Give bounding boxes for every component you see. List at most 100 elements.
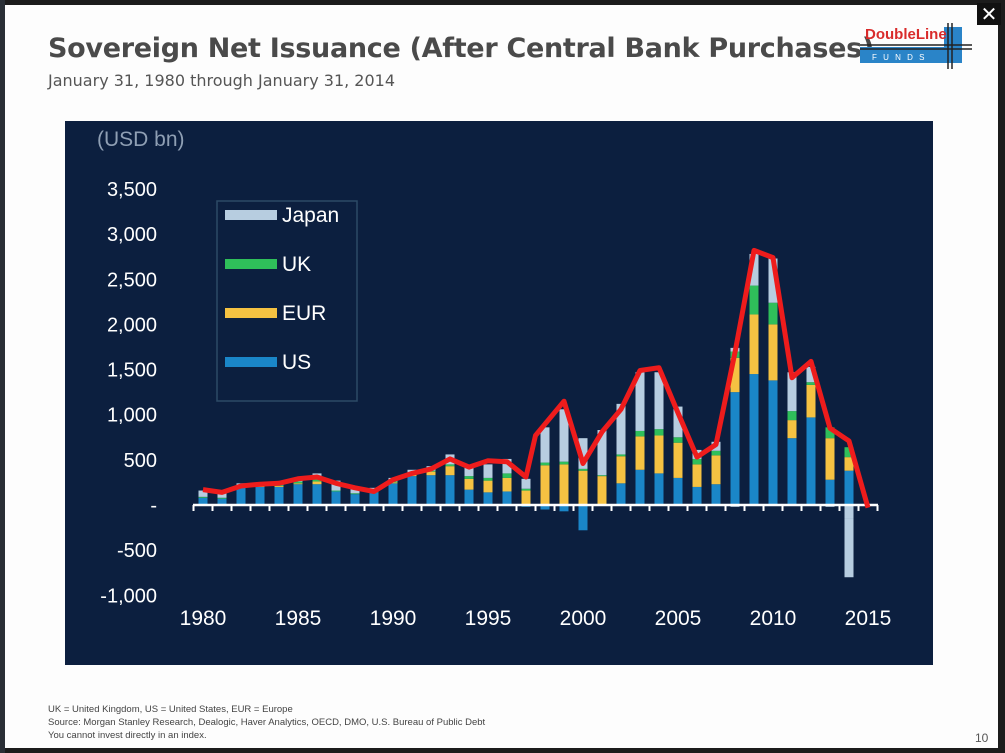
y-tick-label: -1,000	[100, 585, 157, 607]
bar-japan-1980	[198, 490, 208, 497]
bar-uk-1986	[312, 478, 322, 482]
bar-eur-2002	[616, 456, 626, 484]
bar-eur-2006	[692, 464, 702, 487]
x-tick-label: 1995	[465, 607, 512, 630]
bar-eur-1995	[483, 480, 493, 493]
bar-eur-2008	[730, 357, 740, 393]
x-tick-label: 2015	[845, 607, 892, 630]
bar-us-1980	[198, 497, 208, 505]
footnote-source: Source: Morgan Stanley Research, Dealogi…	[48, 717, 486, 728]
bar-us-2002	[616, 483, 626, 505]
bar-us-2013	[825, 479, 835, 505]
bar-uk-2006	[692, 458, 702, 465]
y-tick-label: -	[150, 495, 157, 517]
bar-us-1992	[426, 475, 436, 505]
bar-japan-1998	[540, 427, 550, 463]
y-tick-label: 3,000	[107, 224, 157, 246]
legend-label-us: US	[282, 351, 311, 374]
y-tick-label: 2,000	[107, 314, 157, 336]
page-number: 10	[975, 731, 989, 745]
bar-uk-1997	[521, 488, 531, 491]
bar-uk-1999	[559, 461, 569, 465]
bar-uk-2007	[711, 450, 721, 456]
bar-eur-1992	[426, 471, 436, 476]
bar-uk-1995	[483, 477, 493, 481]
bar-japan-2003	[635, 372, 645, 431]
bar-us-2010	[768, 380, 778, 505]
y-tick-label: 500	[124, 450, 157, 472]
bar-eur-2004	[654, 435, 664, 474]
slide-subtitle: January 31, 1980 through January 31, 201…	[48, 71, 396, 90]
x-tick-label: 1985	[275, 607, 322, 630]
bar-us-2005	[673, 477, 683, 505]
footnote-abbreviations: UK = United Kingdom, US = United States,…	[48, 704, 293, 715]
bar-eur-1985	[293, 483, 303, 485]
total-net-issuance-line	[202, 247, 871, 509]
bar-us-1981	[217, 498, 227, 505]
bar-us-2004	[654, 473, 664, 505]
chart-area: (USD bn) 3,500 3,000 2,500 2,000 1,500 1,000 5…	[65, 121, 933, 665]
bar-us-2007	[711, 484, 721, 505]
x-tick-label: 2005	[655, 607, 702, 630]
close-button[interactable]: ✕	[977, 3, 1001, 25]
bar-us-1994	[464, 489, 474, 505]
bar-uk-2013	[825, 427, 835, 439]
bar-us-1995	[483, 492, 493, 505]
bar-eur-2014	[844, 457, 854, 471]
bar-us-1986	[312, 484, 322, 505]
bar-us-1991	[407, 476, 417, 505]
bar-us-2003	[635, 469, 645, 505]
bar-eur-2005	[673, 442, 683, 478]
bar-us-2014	[844, 470, 854, 505]
logo-tagline: F U N D S	[872, 53, 926, 62]
bar-japan-2002	[616, 403, 626, 455]
bar-uk-1987	[331, 490, 341, 492]
bar-eur-2011	[787, 420, 797, 439]
bar-us-1987	[331, 491, 341, 505]
bar-japan-1988	[350, 487, 360, 494]
y-tick-label: 3,500	[107, 179, 157, 201]
bar-uk-2000	[578, 468, 588, 471]
bar-uk-2012	[806, 382, 816, 385]
bar-japan-2000	[578, 438, 588, 469]
bar-uk-1988	[350, 493, 360, 495]
legend-label-japan: Japan	[282, 204, 339, 227]
background-window	[0, 0, 5, 753]
bar-uk-1985	[293, 481, 303, 484]
y-tick-label: -500	[117, 540, 157, 562]
doubleline-logo: DoubleLine F U N D S	[860, 19, 975, 71]
legend-label-eur: EUR	[282, 302, 326, 325]
bar-eur-1986	[312, 481, 322, 485]
bar-us-1982	[236, 487, 246, 505]
footnotes: UK = United Kingdom, US = United States,…	[48, 703, 485, 742]
sovereign-issuance-chart: (USD bn) 3,500 3,000 2,500 2,000 1,500 1,000 5…	[97, 128, 892, 630]
bar-uk-2014	[844, 447, 854, 458]
bar-eur-2009	[749, 314, 759, 375]
bar-eur-1994	[464, 478, 474, 490]
bar-uk-2009	[749, 285, 759, 315]
bar-uk-1996	[502, 473, 512, 478]
bar-uk-2011	[787, 411, 797, 421]
bar-japan-neg-2014	[844, 518, 854, 578]
bar-eur-2007	[711, 455, 721, 485]
bar-uk-2003	[635, 430, 645, 437]
bar-us-1985	[293, 484, 303, 505]
bar-japan-1999	[559, 409, 569, 462]
legend-swatch-uk	[225, 259, 277, 269]
x-tick-label: 2010	[750, 607, 797, 630]
legend-box	[216, 200, 358, 402]
bar-eur-1993	[445, 466, 455, 476]
bar-eur-2010	[768, 324, 778, 381]
bar-us-2011	[787, 438, 797, 505]
bar-uk-2004	[654, 429, 664, 436]
bar-uk-2005	[673, 437, 683, 443]
bar-japan-2010	[768, 258, 778, 303]
bar-uk-2001	[597, 475, 607, 477]
bar-us-1983	[255, 486, 265, 505]
bar-us-1989	[369, 492, 379, 505]
bar-eur-2013	[825, 438, 835, 480]
bar-japan-2004	[654, 372, 664, 430]
bar-japan-1981	[217, 492, 227, 498]
bar-us-1999	[559, 505, 569, 512]
y-tick-label: 1,000	[107, 405, 157, 427]
